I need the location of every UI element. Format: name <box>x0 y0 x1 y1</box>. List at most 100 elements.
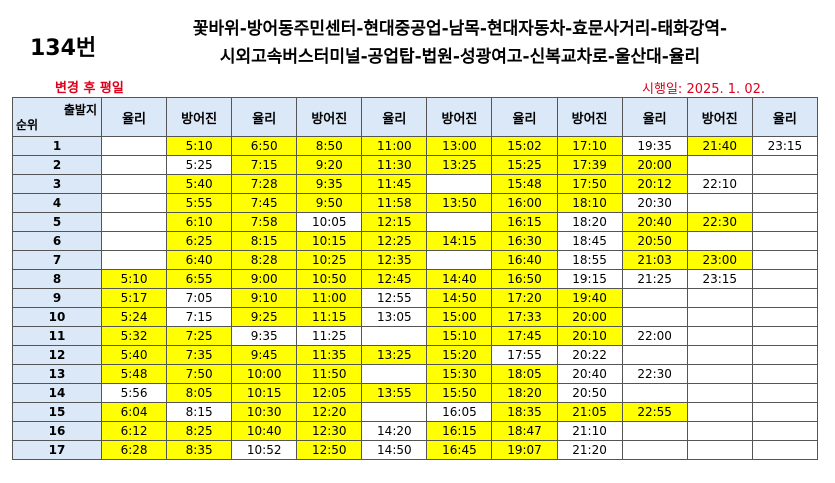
departure-time-cell: 19:35 <box>621 136 688 156</box>
departure-time-cell: 13:25 <box>426 155 493 175</box>
departure-time-cell: 6:12 <box>100 421 168 441</box>
departure-time-cell: 14:50 <box>426 288 493 308</box>
departure-time-cell: 14:40 <box>426 269 493 289</box>
departure-time-cell: 20:10 <box>556 326 623 346</box>
departure-time-cell: 15:10 <box>426 326 493 346</box>
departure-time-cell: 5:25 <box>166 155 233 175</box>
departure-time-cell: 5:40 <box>100 345 168 365</box>
departure-time-cell <box>100 155 168 175</box>
table-row: 5 6:10 7:58 10:05 12:15 16:15 18:20 20:40 22:30 <box>12 212 819 232</box>
departure-time-cell <box>621 307 688 327</box>
table-row: 4 5:55 7:45 9:50 11:58 13:50 16:00 18:10 20:30 <box>12 193 819 213</box>
column-header: 율리 <box>361 97 428 137</box>
departure-time-cell: 9:25 <box>231 307 298 327</box>
departure-time-cell: 5:17 <box>100 288 168 308</box>
departure-time-cell: 20:30 <box>621 193 688 213</box>
departure-time-cell <box>751 345 819 365</box>
row-number: 15 <box>12 402 102 422</box>
departure-time-cell <box>751 269 819 289</box>
row-number: 2 <box>12 155 102 175</box>
departure-time-cell: 7:15 <box>231 155 298 175</box>
departure-time-cell: 12:25 <box>361 231 428 251</box>
departure-time-cell: 20:40 <box>621 212 688 232</box>
departure-time-cell: 12:55 <box>361 288 428 308</box>
departure-time-cell: 17:33 <box>491 307 558 327</box>
table-row: 15 6:04 8:15 10:30 12:20 16:05 18:35 21:05 22:55 <box>12 402 819 422</box>
departure-time-cell: 10:00 <box>231 364 298 384</box>
departure-time-cell: 8:25 <box>166 421 233 441</box>
departure-time-cell: 16:30 <box>491 231 558 251</box>
departure-time-cell: 11:15 <box>296 307 363 327</box>
departure-time-cell: 8:15 <box>231 231 298 251</box>
departure-time-cell: 6:04 <box>100 402 168 422</box>
departure-time-cell <box>751 212 819 232</box>
departure-time-cell <box>686 155 753 175</box>
departure-time-cell <box>751 307 819 327</box>
departure-time-cell: 7:05 <box>166 288 233 308</box>
departure-time-cell <box>621 345 688 365</box>
departure-time-cell: 12:35 <box>361 250 428 270</box>
table-row: 11 5:32 7:25 9:35 11:25 15:10 17:45 20:10 22:00 <box>12 326 819 346</box>
departure-time-cell: 7:15 <box>166 307 233 327</box>
departure-time-cell: 17:10 <box>556 136 623 156</box>
departure-time-cell: 17:50 <box>556 174 623 194</box>
departure-time-cell: 18:35 <box>491 402 558 422</box>
departure-time-cell: 22:00 <box>621 326 688 346</box>
departure-time-cell <box>361 364 428 384</box>
departure-time-cell <box>686 288 753 308</box>
column-header: 율리 <box>491 97 558 137</box>
order-header-label: 순위 <box>16 118 39 132</box>
departure-time-cell: 10:25 <box>296 250 363 270</box>
departure-time-cell: 14:15 <box>426 231 493 251</box>
departure-time-cell <box>686 193 753 213</box>
departure-time-cell: 6:28 <box>100 440 168 460</box>
departure-time-cell <box>751 193 819 213</box>
departure-time-cell: 12:30 <box>296 421 363 441</box>
departure-time-cell: 21:10 <box>556 421 623 441</box>
departure-time-cell: 14:50 <box>361 440 428 460</box>
table-row: 17 6:28 8:35 10:52 12:50 14:50 16:45 19:07 21:20 <box>12 440 819 460</box>
departure-time-cell: 12:50 <box>296 440 363 460</box>
departure-time-cell: 15:25 <box>491 155 558 175</box>
row-number: 4 <box>12 193 102 213</box>
table-row: 9 5:17 7:05 9:10 11:00 12:55 14:50 17:20 19:40 <box>12 288 819 308</box>
departure-time-cell: 21:03 <box>621 250 688 270</box>
departure-time-cell: 22:10 <box>686 174 753 194</box>
departure-time-cell: 18:05 <box>491 364 558 384</box>
table-row: 16 6:12 8:25 10:40 12:30 14:20 16:15 18:47 21:10 <box>12 421 819 441</box>
departure-time-cell <box>100 212 168 232</box>
departure-time-cell <box>100 136 168 156</box>
departure-time-cell: 23:15 <box>751 136 819 156</box>
row-number: 7 <box>12 250 102 270</box>
departure-time-cell: 13:05 <box>361 307 428 327</box>
departure-time-cell: 8:50 <box>296 136 363 156</box>
departure-time-cell: 13:50 <box>426 193 493 213</box>
departure-time-cell: 17:39 <box>556 155 623 175</box>
corner-header-cell: 출발지 순위 <box>12 97 102 137</box>
departure-time-cell <box>686 421 753 441</box>
departure-time-cell: 18:45 <box>556 231 623 251</box>
effective-date: 시행일: 2025. 1. 02. <box>642 82 765 97</box>
row-number: 5 <box>12 212 102 232</box>
departure-time-cell <box>751 402 819 422</box>
departure-time-cell <box>426 174 493 194</box>
departure-time-cell: 9:35 <box>231 326 298 346</box>
departure-time-cell: 22:55 <box>621 402 688 422</box>
departure-time-cell <box>751 250 819 270</box>
departure-time-cell: 8:28 <box>231 250 298 270</box>
departure-header-label: 출발지 <box>63 103 97 117</box>
departure-time-cell: 16:50 <box>491 269 558 289</box>
departure-time-cell: 5:55 <box>166 193 233 213</box>
departure-time-cell: 11:25 <box>296 326 363 346</box>
departure-time-cell: 10:05 <box>296 212 363 232</box>
departure-time-cell: 11:30 <box>361 155 428 175</box>
route-number: 134번 <box>30 36 97 61</box>
row-number: 1 <box>12 136 102 156</box>
departure-time-cell: 7:28 <box>231 174 298 194</box>
departure-time-cell <box>361 402 428 422</box>
departure-time-cell: 19:07 <box>491 440 558 460</box>
row-number: 10 <box>12 307 102 327</box>
departure-time-cell: 9:35 <box>296 174 363 194</box>
row-number: 9 <box>12 288 102 308</box>
departure-time-cell: 11:58 <box>361 193 428 213</box>
